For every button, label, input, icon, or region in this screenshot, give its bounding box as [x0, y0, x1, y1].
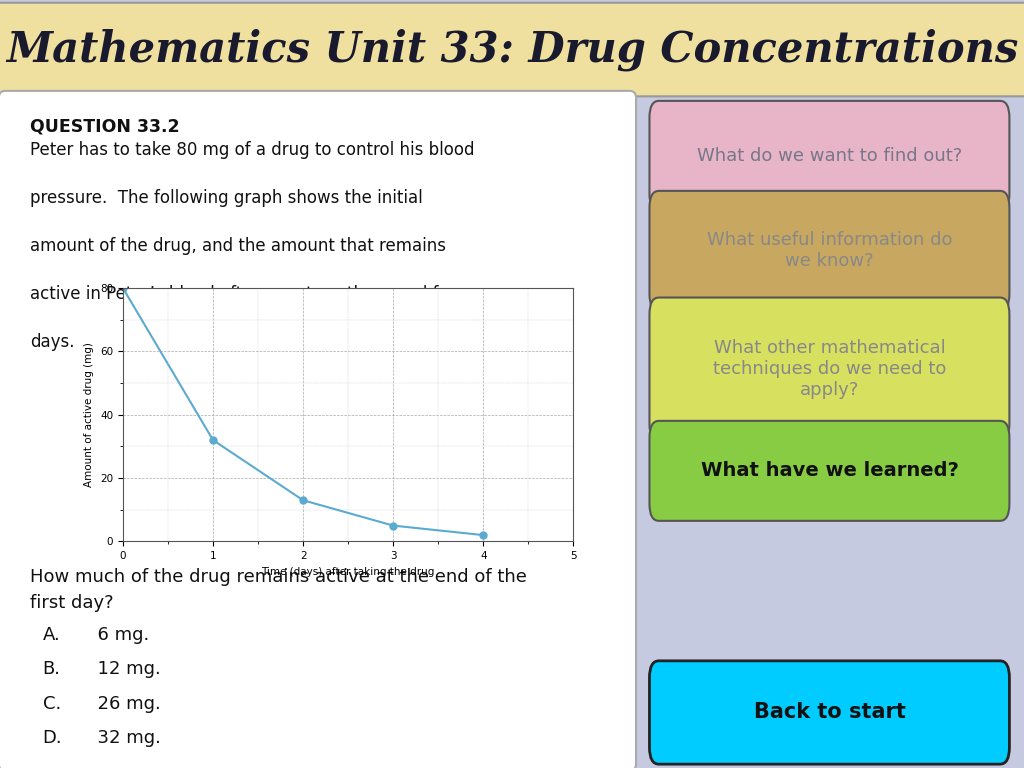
Text: active in Peter’s blood after one, two, three and four: active in Peter’s blood after one, two, …: [30, 285, 466, 303]
Text: How much of the drug remains active at the end of the: How much of the drug remains active at t…: [30, 568, 527, 585]
Text: 26 mg.: 26 mg.: [86, 695, 161, 713]
FancyBboxPatch shape: [649, 191, 1010, 311]
Text: 6 mg.: 6 mg.: [86, 625, 150, 644]
Text: What other mathematical
techniques do we need to
apply?: What other mathematical techniques do we…: [713, 339, 946, 399]
Text: pressure.  The following graph shows the initial: pressure. The following graph shows the …: [30, 189, 423, 207]
Text: What do we want to find out?: What do we want to find out?: [696, 147, 963, 165]
Text: QUESTION 33.2: QUESTION 33.2: [30, 118, 180, 135]
Text: Back to start: Back to start: [754, 702, 905, 722]
Text: D.: D.: [43, 730, 62, 747]
FancyBboxPatch shape: [649, 660, 1010, 764]
FancyBboxPatch shape: [649, 297, 1010, 441]
Y-axis label: Amount of active drug (mg): Amount of active drug (mg): [84, 343, 94, 487]
FancyBboxPatch shape: [649, 421, 1010, 521]
Text: first day?: first day?: [30, 594, 114, 612]
Text: B.: B.: [43, 660, 60, 678]
X-axis label: Time (days) after taking the drug: Time (days) after taking the drug: [261, 567, 435, 577]
Text: What have we learned?: What have we learned?: [700, 462, 958, 480]
Text: Peter has to take 80 mg of a drug to control his blood: Peter has to take 80 mg of a drug to con…: [30, 141, 474, 159]
Text: A.: A.: [43, 625, 60, 644]
Text: Mathematics Unit 33: Drug Concentrations: Mathematics Unit 33: Drug Concentrations: [6, 28, 1018, 71]
Text: amount of the drug, and the amount that remains: amount of the drug, and the amount that …: [30, 237, 446, 255]
Text: C.: C.: [43, 695, 60, 713]
FancyBboxPatch shape: [0, 3, 1024, 96]
Text: What useful information do
we know?: What useful information do we know?: [707, 231, 952, 270]
Text: 32 mg.: 32 mg.: [86, 730, 161, 747]
Text: days.: days.: [30, 333, 75, 351]
FancyBboxPatch shape: [0, 91, 636, 768]
Text: 12 mg.: 12 mg.: [86, 660, 161, 678]
FancyBboxPatch shape: [649, 101, 1010, 211]
